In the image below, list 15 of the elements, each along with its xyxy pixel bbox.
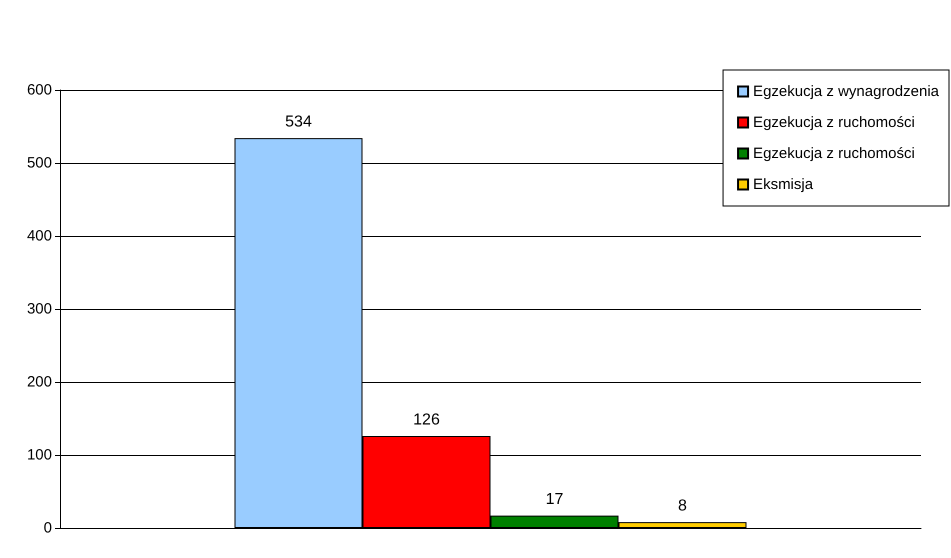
y-tick-label: 500 <box>26 154 52 172</box>
legend-label: Egzekucja z ruchomości <box>753 145 915 162</box>
y-tick-label: 0 <box>44 520 52 536</box>
data-label: 534 <box>285 114 312 131</box>
legend-label: Egzekucja z ruchomości <box>753 114 915 131</box>
y-tick-label: 300 <box>26 300 52 318</box>
y-tick-label: 200 <box>26 374 52 390</box>
y-tick-label: 400 <box>26 228 52 244</box>
legend-label: Egzekucja z wynagrodzenia <box>753 83 940 100</box>
data-label: 8 <box>678 498 688 515</box>
y-tick-label: 600 <box>26 82 52 98</box>
y-tick-label: 100 <box>26 446 52 464</box>
data-label: 17 <box>546 491 564 508</box>
legend-label: Eksmisja <box>753 176 814 193</box>
data-label: 126 <box>413 412 440 429</box>
